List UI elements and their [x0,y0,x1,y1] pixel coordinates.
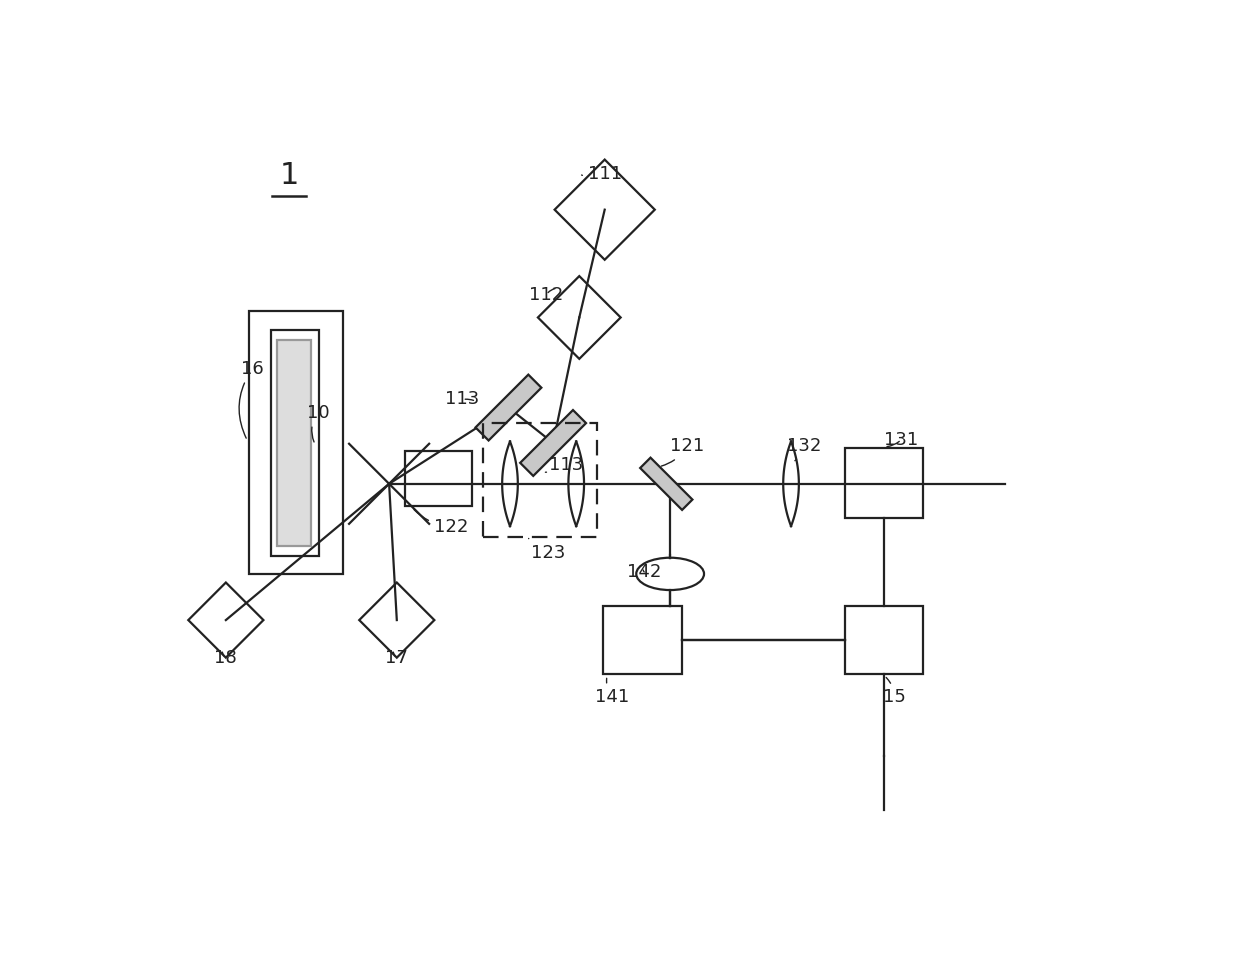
Text: 111: 111 [582,165,622,183]
Bar [249,310,343,574]
Bar [484,423,596,536]
Bar [278,340,311,546]
Text: 17: 17 [386,650,408,667]
Text: 113: 113 [445,391,480,408]
Polygon shape [475,375,542,441]
Text: 142: 142 [627,563,661,581]
Text: 132: 132 [787,437,822,461]
Text: 122: 122 [414,510,469,536]
Text: 16: 16 [239,359,264,438]
Text: 15: 15 [883,677,906,706]
Bar [844,448,924,517]
Bar [404,450,472,506]
Bar [603,606,682,674]
Text: 18: 18 [215,650,237,667]
Text: 123: 123 [528,538,565,561]
Polygon shape [640,458,692,510]
Text: 112: 112 [529,285,563,304]
Text: 113: 113 [546,456,584,474]
Text: 121: 121 [661,438,704,467]
Polygon shape [520,410,587,476]
Bar [844,606,924,674]
Text: 10: 10 [306,403,330,442]
Text: 131: 131 [884,430,919,448]
Text: 141: 141 [595,678,629,706]
Bar [272,330,319,557]
Text: 1: 1 [279,161,299,190]
